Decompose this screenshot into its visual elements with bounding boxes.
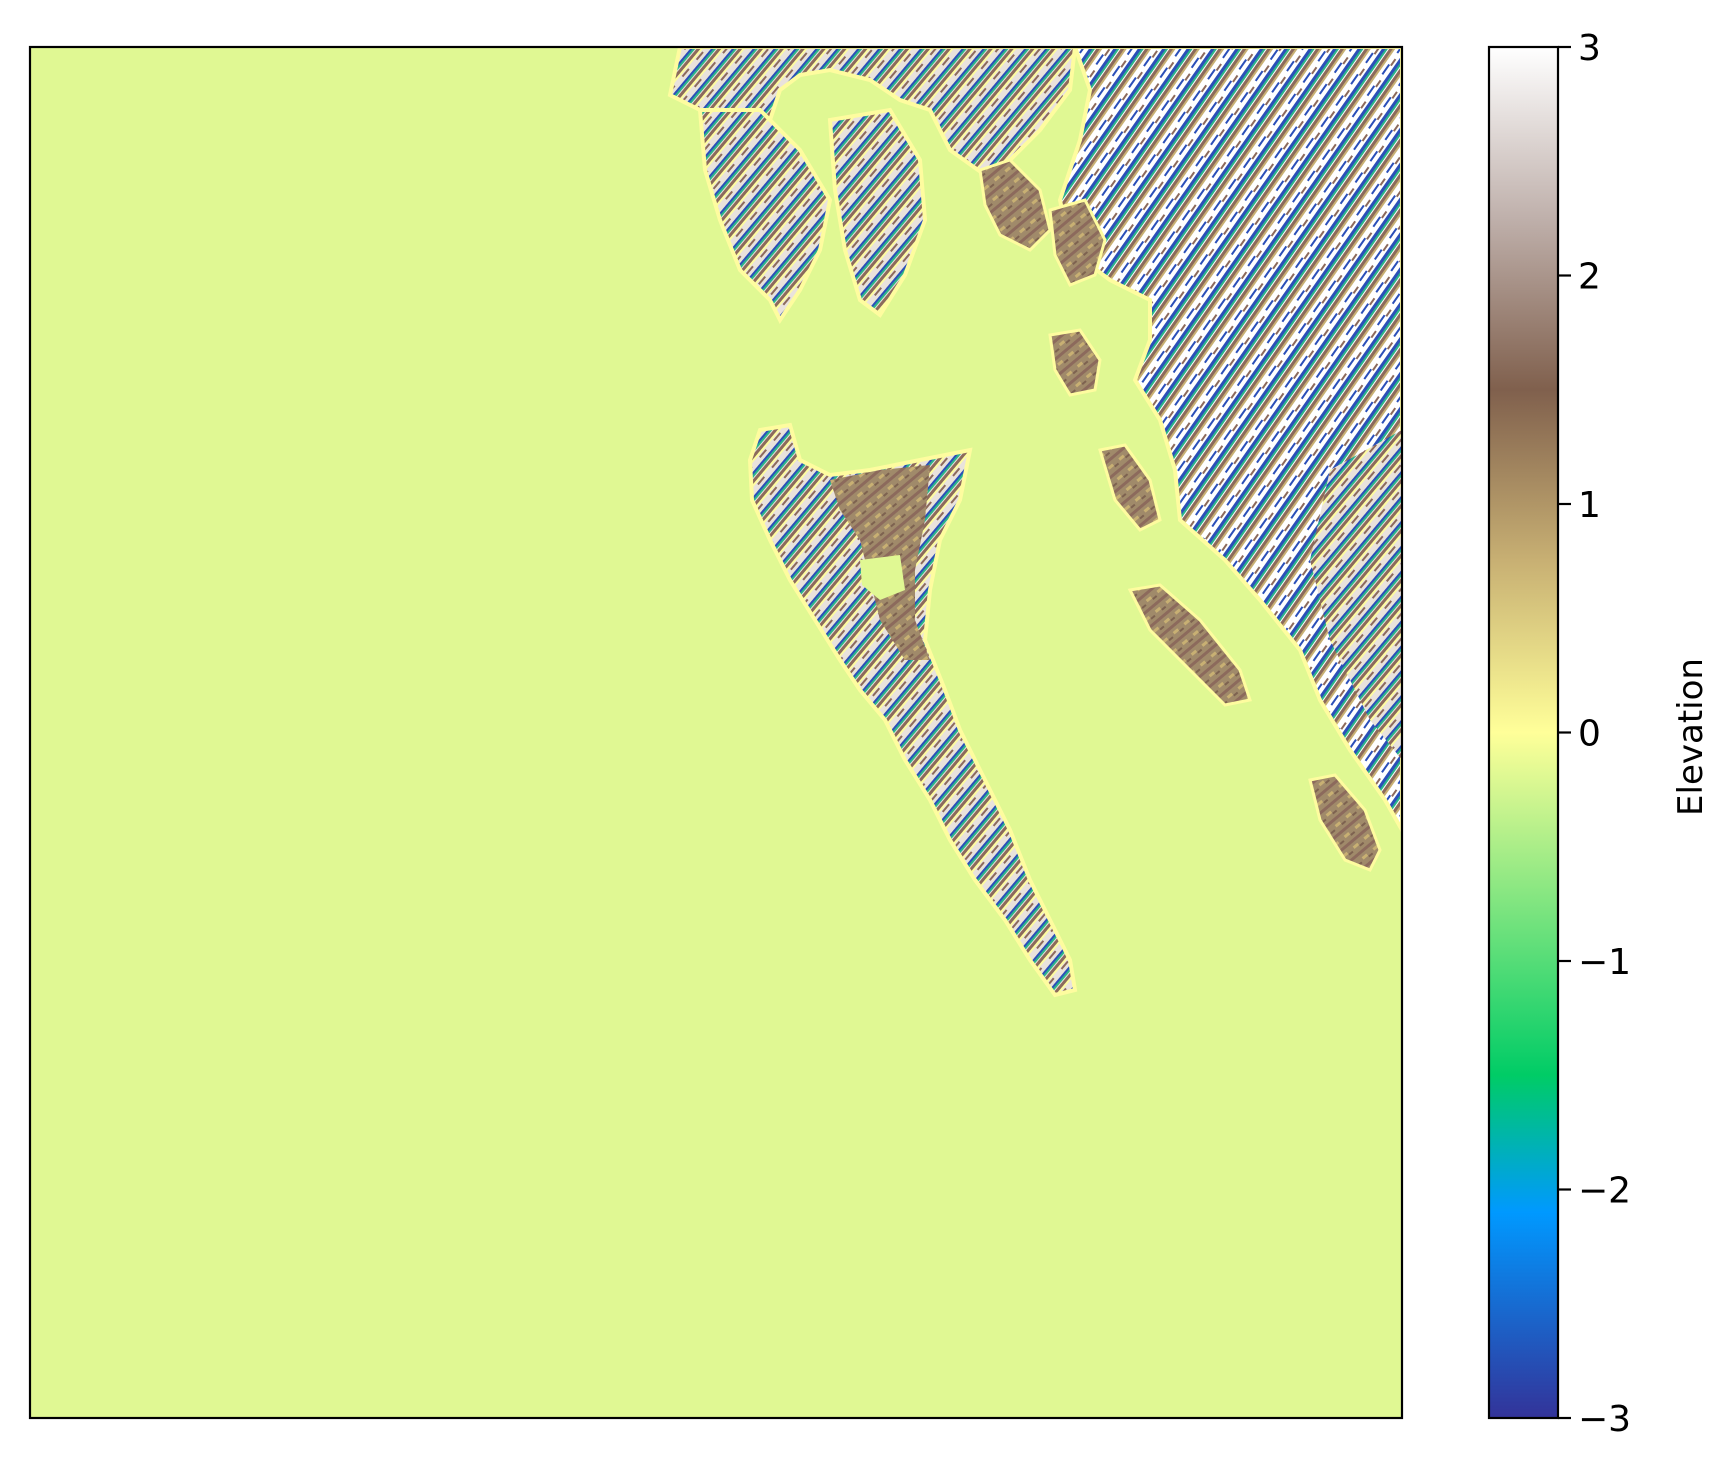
terrain-raster	[667, 47, 1402, 998]
south-island-bay	[860, 555, 905, 600]
mainland-coast-strip	[1308, 773, 1382, 872]
colorbar-tick-label: 1	[1578, 485, 1601, 526]
colorbar-tick-label: 3	[1578, 28, 1601, 69]
north-islet	[1048, 198, 1107, 287]
central-islet	[1048, 328, 1102, 397]
heatmap-frame	[28, 45, 1404, 1420]
colorbar-label: Elevation	[1671, 658, 1711, 816]
colorbar-tick-label: 0	[1578, 714, 1601, 755]
north-islet	[978, 158, 1052, 252]
colorbar: 3 2 1 0 −1 −2 −3 Elevation	[1487, 28, 1711, 1440]
mainland-lowland	[1310, 430, 1402, 760]
heatmap-panel	[28, 45, 1404, 1420]
central-islet	[1098, 443, 1162, 532]
colorbar-tick-label: −2	[1578, 1171, 1631, 1212]
south-island	[747, 422, 1078, 998]
colorbar-tick-label: 2	[1578, 257, 1601, 298]
colorbar-tick-label: −1	[1578, 942, 1631, 983]
colorbar-tick-label: −3	[1578, 1399, 1631, 1440]
colorbar-ticks: 3 2 1 0 −1 −2 −3	[1558, 28, 1631, 1440]
mainland-coast-strip	[1127, 583, 1252, 707]
mainland-terrain	[1057, 47, 1402, 835]
north-peninsula	[697, 108, 833, 324]
colorbar-gradient	[1489, 47, 1558, 1418]
north-peninsula	[827, 107, 928, 318]
